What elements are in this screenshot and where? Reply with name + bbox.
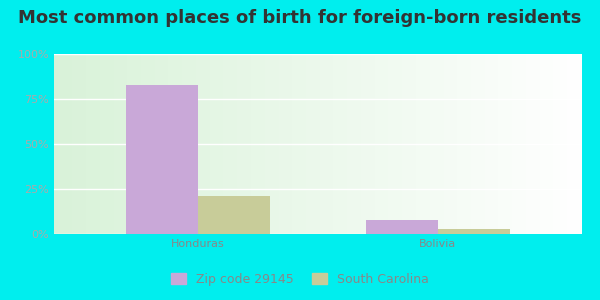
Text: Most common places of birth for foreign-born residents: Most common places of birth for foreign-… xyxy=(19,9,581,27)
Bar xyxy=(366,220,438,234)
Bar xyxy=(198,196,270,234)
Legend: Zip code 29145, South Carolina: Zip code 29145, South Carolina xyxy=(166,268,434,291)
Bar xyxy=(438,229,510,234)
Bar xyxy=(126,85,198,234)
